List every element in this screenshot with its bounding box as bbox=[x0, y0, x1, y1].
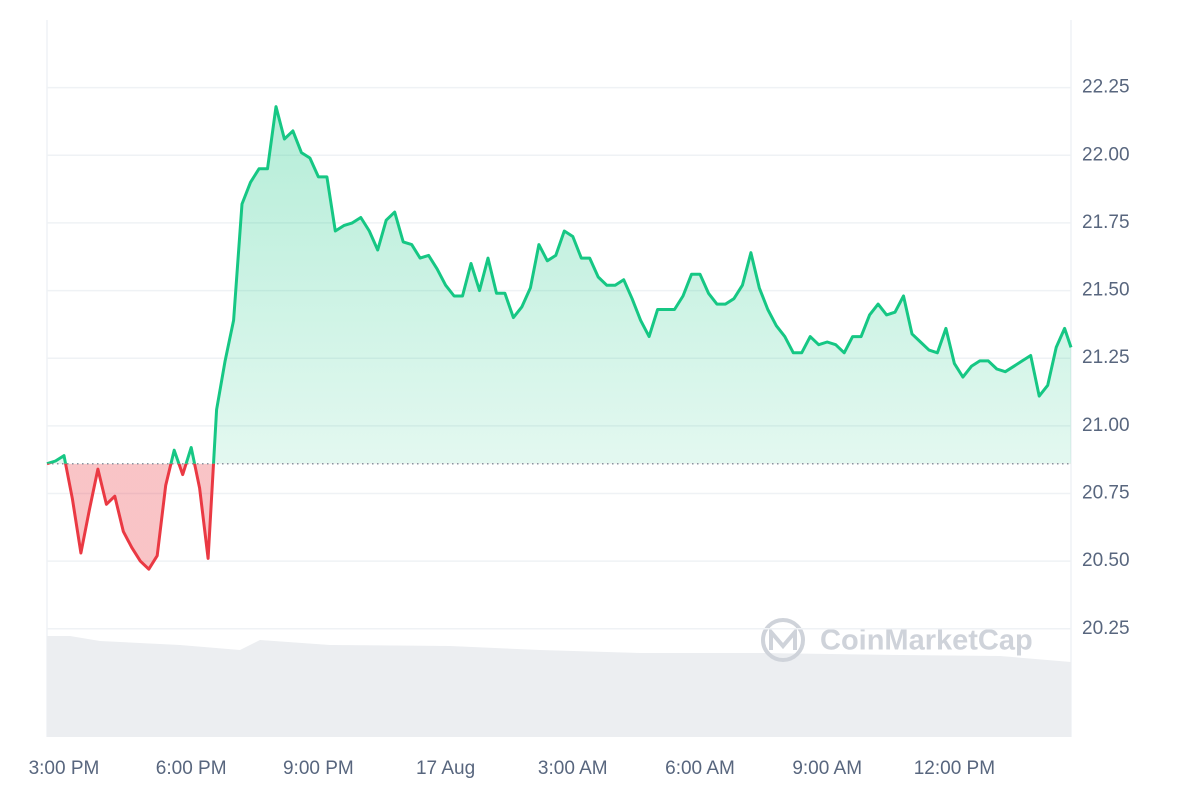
price-line-above bbox=[46, 105, 1073, 464]
volume-area bbox=[47, 636, 1071, 737]
y-tick-label: 22.25 bbox=[1082, 77, 1130, 98]
y-tick-label: 20.50 bbox=[1082, 550, 1130, 571]
x-tick-label: 9:00 PM bbox=[283, 758, 354, 779]
watermark-text: CoinMarketCap bbox=[820, 625, 1033, 657]
area-below bbox=[65, 463, 214, 570]
y-tick-label: 22.00 bbox=[1082, 144, 1130, 165]
watermark-logo bbox=[761, 618, 805, 662]
y-tick-label: 21.00 bbox=[1082, 415, 1130, 436]
x-tick-label: 6:00 AM bbox=[665, 758, 735, 779]
x-tick-label: 12:00 PM bbox=[914, 758, 995, 779]
y-tick-label: 21.50 bbox=[1082, 280, 1130, 301]
x-tick-label: 9:00 AM bbox=[792, 758, 862, 779]
y-tick-label: 20.25 bbox=[1082, 618, 1130, 639]
area-above bbox=[47, 106, 1071, 464]
x-tick-label: 3:00 PM bbox=[29, 758, 100, 779]
y-tick-label: 20.75 bbox=[1082, 483, 1130, 504]
y-tick-label: 21.75 bbox=[1082, 212, 1130, 233]
x-tick-label: 3:00 AM bbox=[538, 758, 608, 779]
y-tick-label: 21.25 bbox=[1082, 347, 1130, 368]
x-tick-label: 6:00 PM bbox=[156, 758, 227, 779]
watermark: CoinMarketCap bbox=[761, 618, 1033, 662]
x-tick-label: 17 Aug bbox=[416, 758, 475, 779]
watermark-logo-mark bbox=[769, 626, 797, 650]
